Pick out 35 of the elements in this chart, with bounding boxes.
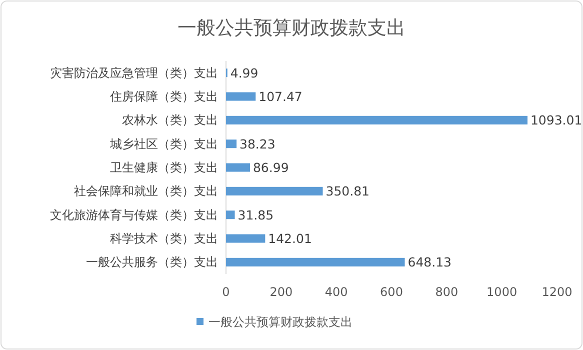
x-tick-label: 0	[222, 285, 230, 299]
data-label: 38.23	[240, 136, 276, 152]
data-label: 4.99	[230, 65, 258, 80]
y-tick-label: 农林水（类）支出	[122, 113, 218, 128]
bar	[226, 92, 256, 101]
bar	[226, 258, 405, 266]
bar	[226, 140, 237, 148]
y-tick-label: 社会保障和就业（类）支出	[74, 184, 218, 198]
y-tick-label: 文化旅游体育与传媒（类）支出	[50, 208, 218, 222]
x-tick-label: 200	[270, 285, 293, 299]
y-tick-label: 一般公共服务（类）支出	[86, 255, 218, 270]
data-label: 648.13	[408, 254, 452, 270]
data-label: 142.01	[268, 231, 312, 246]
data-label: 86.99	[252, 160, 289, 175]
data-label: 31.85	[238, 207, 274, 222]
bar	[226, 234, 266, 243]
x-tick-label: 800	[435, 285, 458, 299]
bar	[226, 116, 528, 124]
data-label: 350.81	[326, 184, 370, 199]
bar	[226, 210, 235, 220]
x-tick-label: 400	[324, 285, 348, 299]
y-tick-label: 灾害防治及应急管理（类）支出	[50, 66, 218, 80]
y-tick-label: 卫生健康（类）支出	[110, 160, 218, 174]
bar	[226, 163, 250, 172]
y-tick-label: 住房保障（类）支出	[109, 90, 218, 104]
y-tick-label: 科学技术（类）支出	[110, 232, 218, 246]
x-tick-label: 1200	[542, 285, 572, 299]
data-label: 107.47	[258, 89, 302, 104]
x-tick-label: 1000	[486, 285, 518, 299]
data-label: 1093.01	[530, 112, 582, 128]
bar	[226, 186, 323, 196]
y-tick-label: 城乡社区（类）支出	[109, 136, 218, 151]
legend-label: 一般公共预算财政拨款支出	[208, 315, 352, 329]
x-tick-label: 600	[380, 285, 403, 299]
chart-title: 一般公共预算财政拨款支出	[178, 17, 406, 39]
